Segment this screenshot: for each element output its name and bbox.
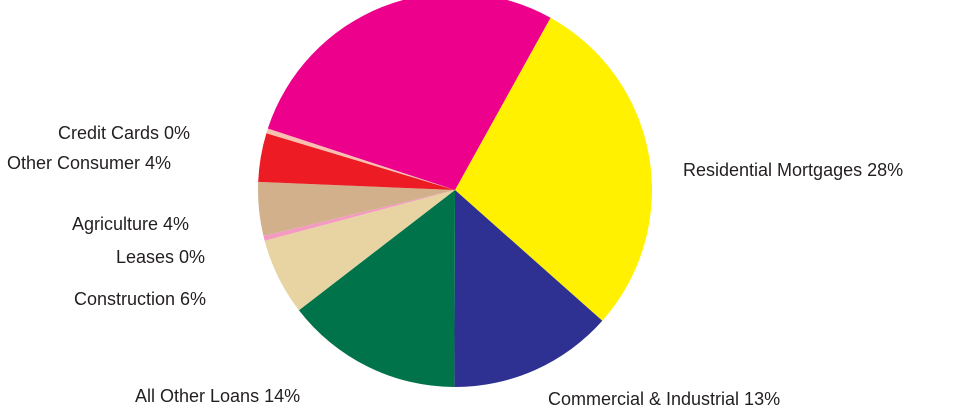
slice-label-all-other-loans: All Other Loans 14% xyxy=(135,386,300,406)
slice-label-other-consumer: Other Consumer 4% xyxy=(7,153,171,173)
slice-label-residential-mortgages: Residential Mortgages 28% xyxy=(683,160,903,180)
slice-label-commercial-industrial: Commercial & Industrial 13% xyxy=(548,389,780,409)
slice-label-leases: Leases 0% xyxy=(116,247,205,267)
slice-label-construction: Construction 6% xyxy=(74,289,206,309)
pie-slices xyxy=(258,0,652,387)
slice-label-agriculture: Agriculture 4% xyxy=(72,214,189,234)
slice-label-credit-cards: Credit Cards 0% xyxy=(58,123,190,143)
